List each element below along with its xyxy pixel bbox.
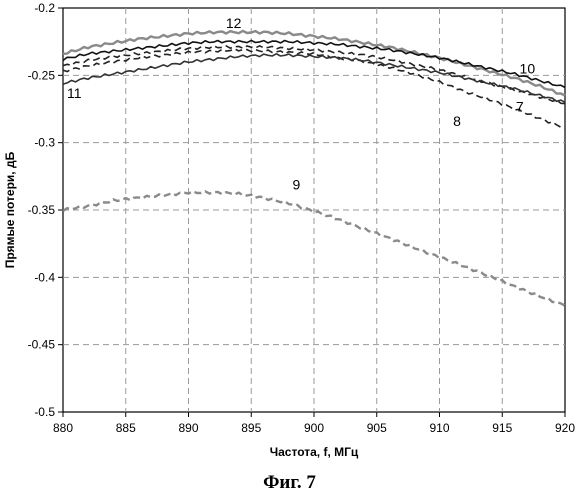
y-tick-label: -0.35 <box>28 203 56 217</box>
x-tick-label: 915 <box>492 421 512 435</box>
series-label-7: 7 <box>516 98 524 114</box>
x-tick-label: 895 <box>241 421 261 435</box>
x-tick-label: 905 <box>367 421 387 435</box>
x-tick-label: 900 <box>304 421 324 435</box>
y-tick-label: -0.45 <box>28 338 56 352</box>
series-label-12: 12 <box>226 15 242 31</box>
x-tick-label: 890 <box>178 421 198 435</box>
x-tick-label: 880 <box>53 421 73 435</box>
x-tick-label: 885 <box>116 421 136 435</box>
x-tick-label: 910 <box>429 421 449 435</box>
y-tick-label: -0.25 <box>28 68 56 82</box>
x-tick-label: 920 <box>555 421 575 435</box>
series-label-9: 9 <box>293 176 301 192</box>
y-tick-label: -0.2 <box>34 1 55 15</box>
y-axis-title: Прямые потери, дБ <box>3 151 17 268</box>
y-tick-label: -0.3 <box>34 136 55 150</box>
figure-caption: Фиг. 7 <box>0 472 579 494</box>
y-tick-label: -0.4 <box>34 270 55 284</box>
series-label-10: 10 <box>520 61 536 77</box>
x-axis-title: Частота, f, МГц <box>270 445 359 459</box>
line-chart: 880885890895900905910915920-0.2-0.25-0.3… <box>0 0 579 470</box>
series-label-8: 8 <box>453 113 461 129</box>
y-tick-label: -0.5 <box>34 405 55 419</box>
series-label-11: 11 <box>67 85 82 101</box>
